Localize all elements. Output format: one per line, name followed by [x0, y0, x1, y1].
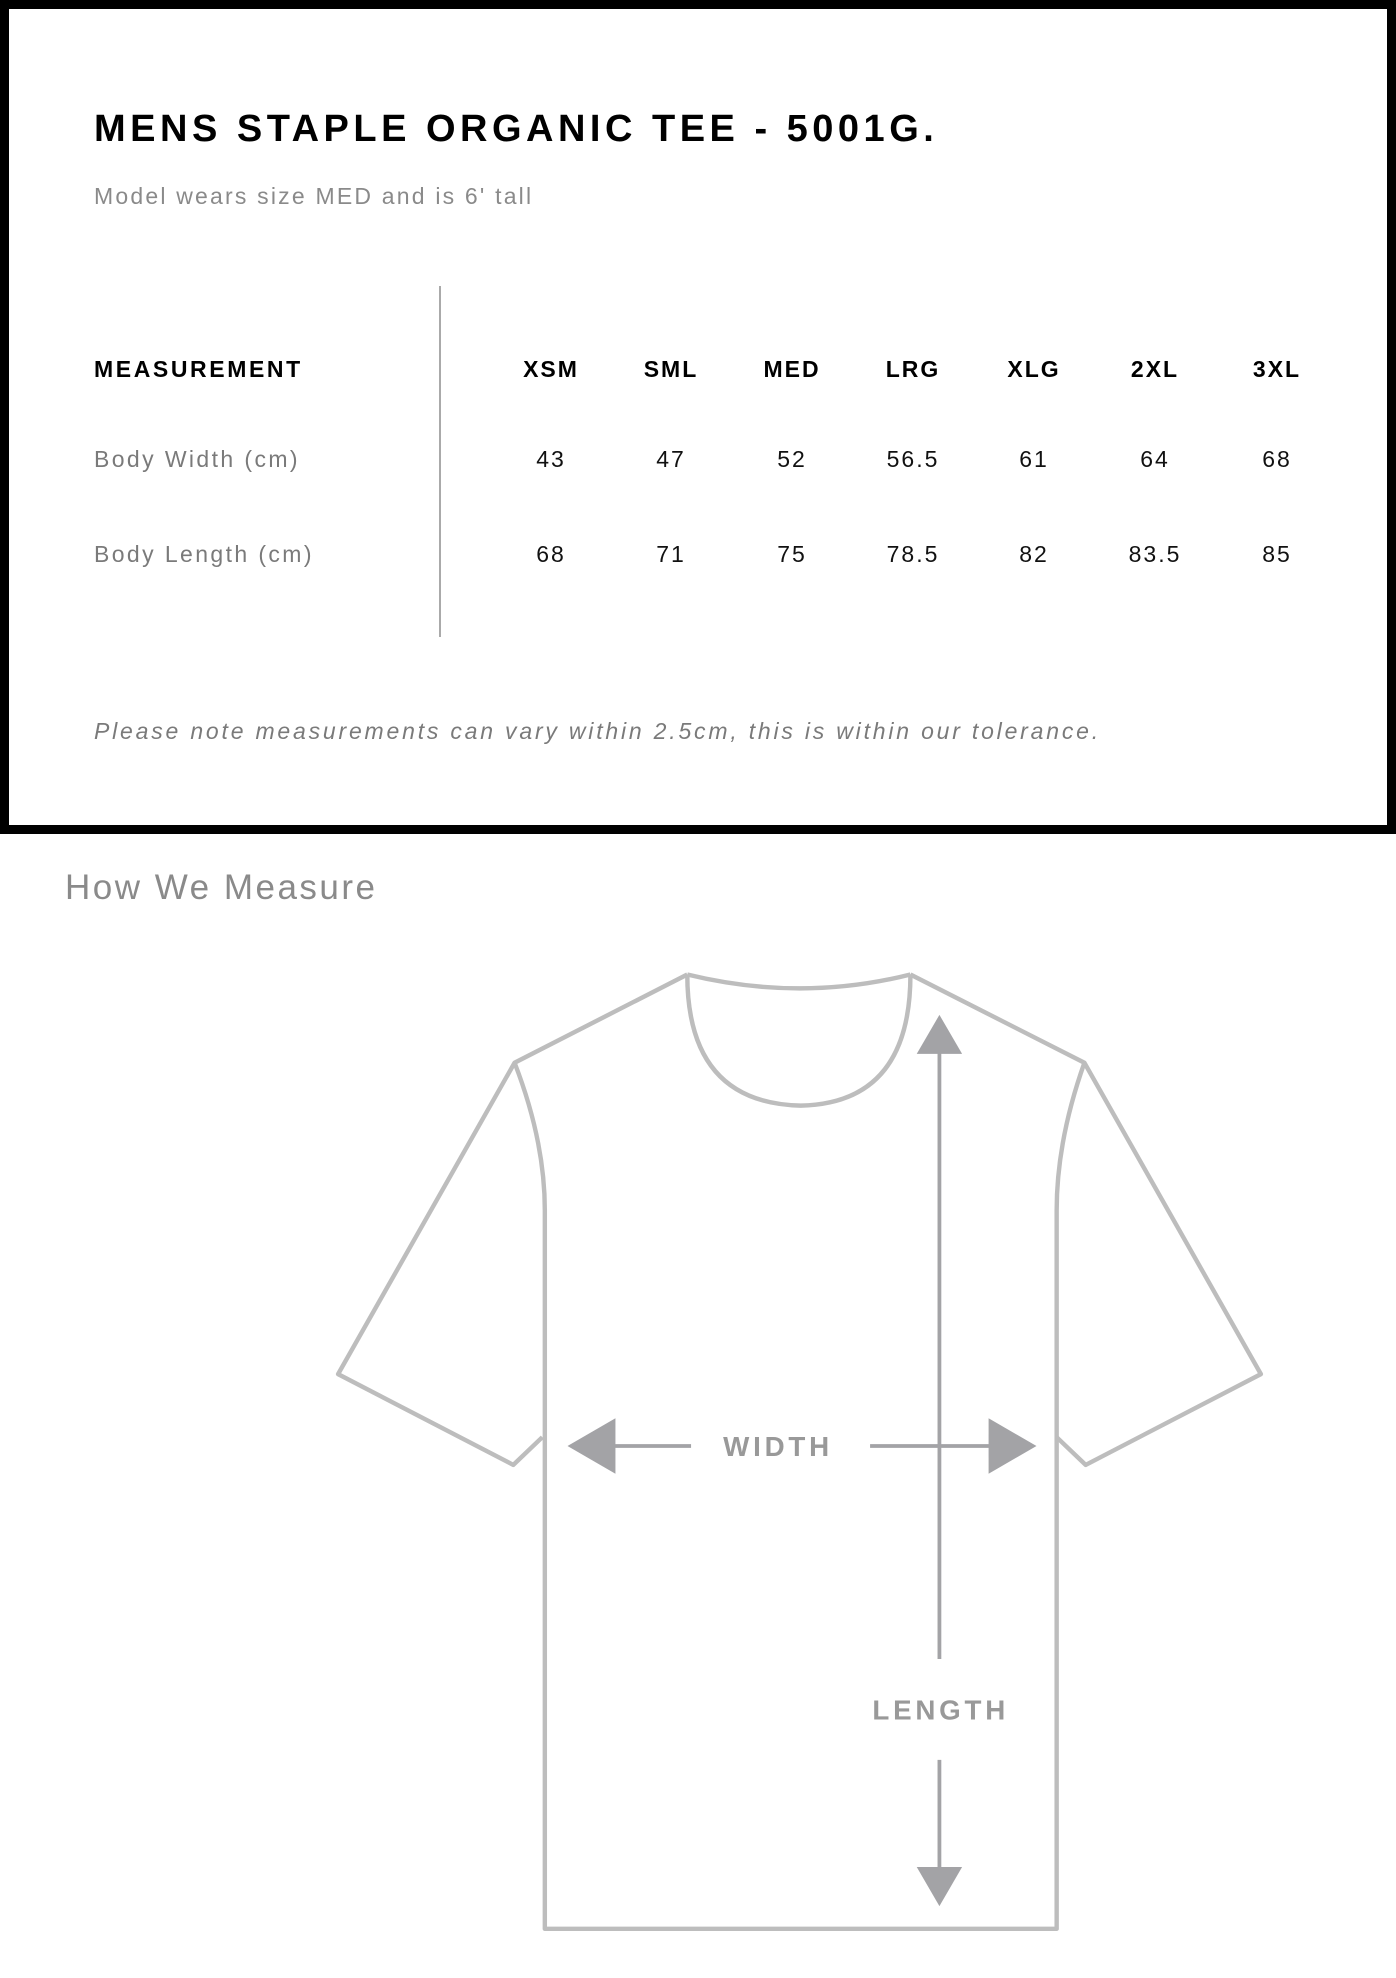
table-cell: 43	[536, 446, 566, 472]
table-cell: 61	[1019, 446, 1049, 472]
table-divider	[439, 286, 441, 637]
table-cell: 78.5	[886, 541, 940, 567]
product-title: MENS STAPLE ORGANIC TEE - 5001G.	[94, 108, 939, 150]
length-label: LENGTH	[872, 1695, 1009, 1726]
table-cell: 56.5	[886, 446, 940, 472]
size-header-sml: SML	[643, 356, 699, 382]
arrow-left-icon	[567, 1418, 616, 1474]
table-cell: 52	[777, 446, 807, 472]
row-label-body-width: Body Width (cm)	[94, 446, 300, 472]
arrow-right-icon	[988, 1418, 1037, 1474]
how-we-measure-heading: How We Measure	[65, 868, 378, 907]
size-header-xlg: XLG	[1007, 356, 1061, 382]
table-cell: 47	[656, 446, 686, 472]
width-label: WIDTH	[723, 1431, 833, 1462]
row-label-body-length: Body Length (cm)	[94, 541, 314, 567]
model-info: Model wears size MED and is 6' tall	[94, 183, 534, 209]
arrow-down-icon	[916, 1867, 963, 1907]
table-cell: 68	[1262, 446, 1292, 472]
tshirt-outline	[335, 972, 1264, 1932]
table-cell: 64	[1140, 446, 1170, 472]
table-cell: 68	[536, 541, 566, 567]
size-header-med: MED	[763, 356, 821, 382]
width-arrow	[567, 1418, 1037, 1474]
length-arrow	[916, 1014, 963, 1907]
table-cell: 85	[1262, 541, 1292, 567]
table-cell: 82	[1019, 541, 1049, 567]
arrow-up-icon	[916, 1014, 963, 1054]
size-header-2xl: 2XL	[1130, 356, 1180, 382]
tolerance-note: Please note measurements can vary within…	[94, 718, 1101, 744]
size-header-lrg: LRG	[885, 356, 941, 382]
table-cell: 75	[777, 541, 807, 567]
table-cell: 71	[656, 541, 686, 567]
size-header-3xl: 3XL	[1252, 356, 1302, 382]
size-header-xsm: XSM	[523, 356, 579, 382]
measurement-header: MEASUREMENT	[94, 356, 303, 382]
size-chart-box	[0, 0, 1396, 834]
table-cell: 83.5	[1128, 541, 1182, 567]
